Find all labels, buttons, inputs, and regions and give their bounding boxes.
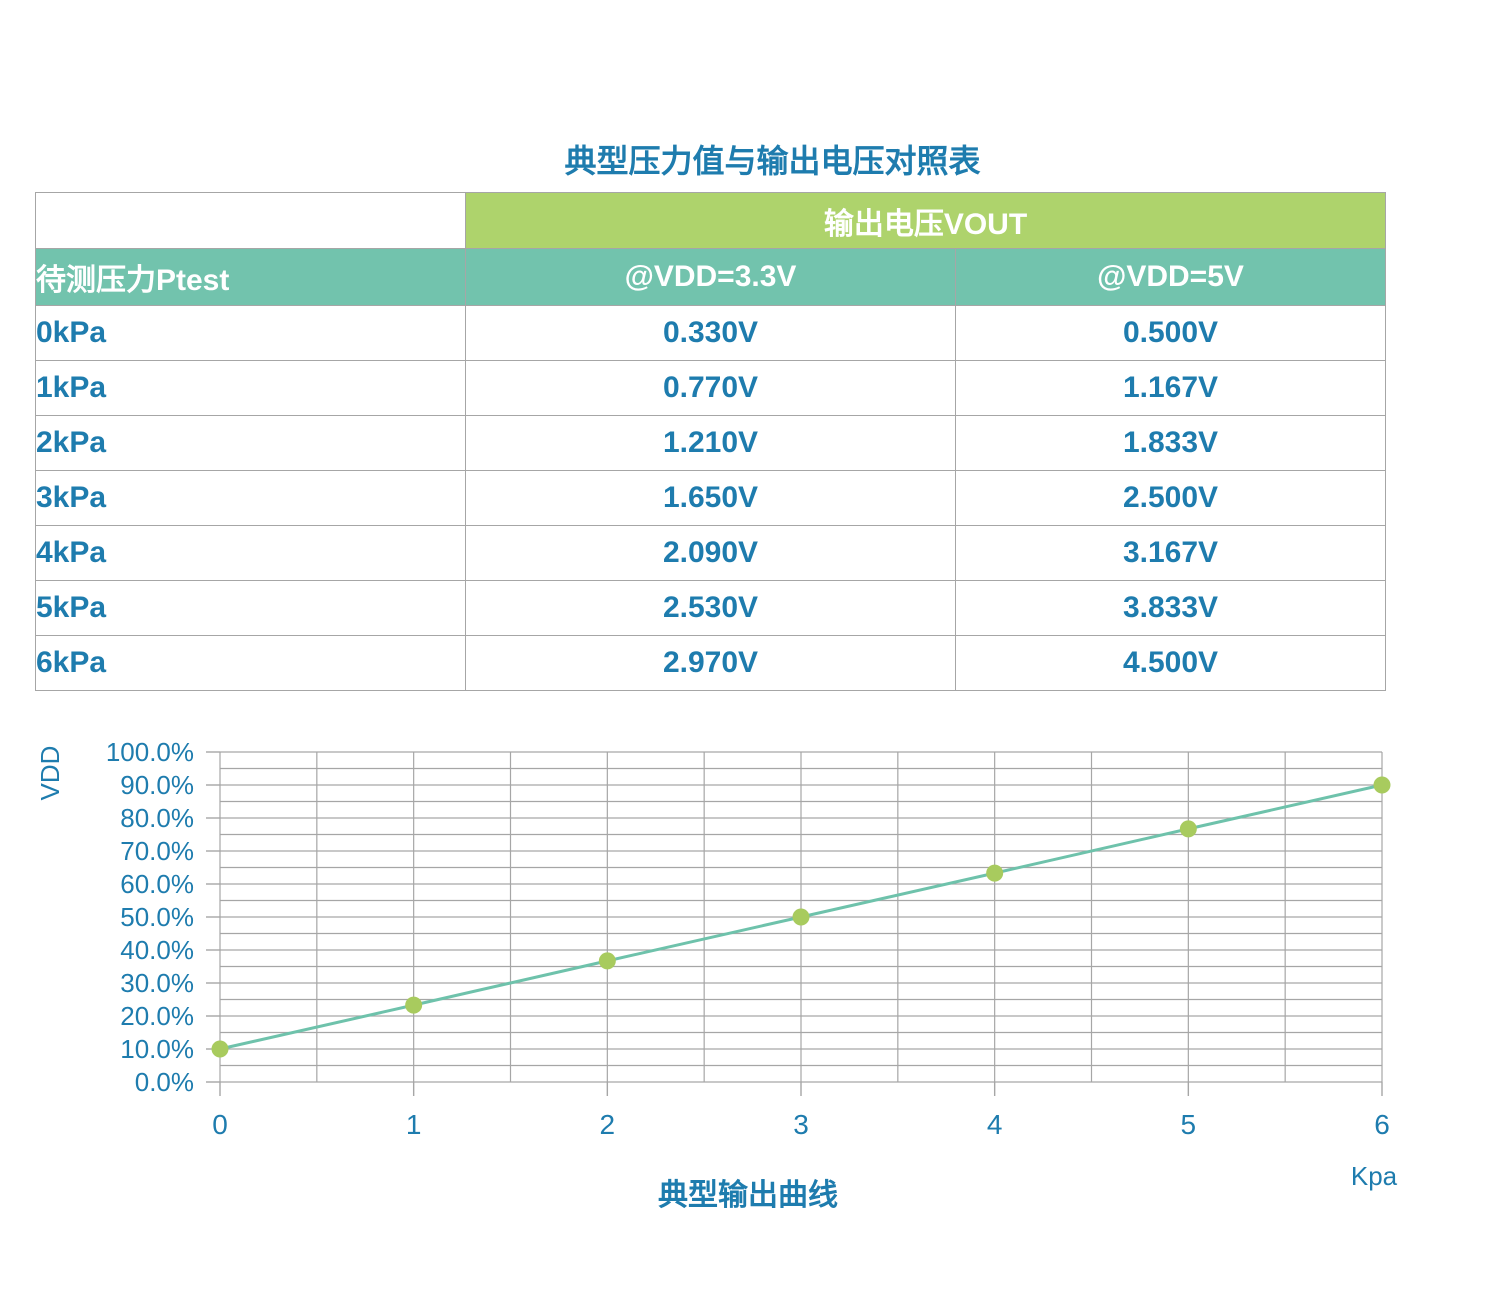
- vout-3v3-cell: 2.970V: [465, 635, 956, 691]
- x-tick-label: 3: [793, 1109, 809, 1140]
- table-row: 2kPa 1.210V 1.833V: [35, 415, 1386, 471]
- y-tick-label: 100.0%: [106, 737, 194, 767]
- vout-3v3-cell: 0.330V: [465, 305, 956, 361]
- y-tick-label: 0.0%: [135, 1067, 194, 1097]
- data-point-marker: [211, 1040, 229, 1058]
- y-tick-label: 40.0%: [120, 935, 194, 965]
- vout-5v-cell: 3.167V: [955, 525, 1386, 581]
- table-row: 6kPa 2.970V 4.500V: [35, 635, 1386, 691]
- y-axis-title: VDD: [35, 746, 65, 801]
- pressure-cell: 0kPa: [35, 305, 466, 361]
- vdd-5v-column-header: @VDD=5V: [955, 248, 1386, 306]
- data-point-marker: [598, 952, 616, 970]
- chart-axis-ticks: 0.0%10.0%20.0%30.0%40.0%50.0%60.0%70.0%8…: [106, 737, 1390, 1140]
- pressure-cell: 2kPa: [35, 415, 466, 471]
- table-row: 3kPa 1.650V 2.500V: [35, 470, 1386, 526]
- x-tick-label: 2: [600, 1109, 616, 1140]
- data-point-marker: [986, 864, 1004, 882]
- data-point-marker: [1179, 820, 1197, 838]
- vout-3v3-cell: 2.530V: [465, 580, 956, 636]
- vout-3v3-cell: 1.650V: [465, 470, 956, 526]
- chart-title: 典型输出曲线: [658, 1179, 838, 1212]
- y-tick-label: 20.0%: [120, 1001, 194, 1031]
- data-point-marker: [792, 908, 810, 926]
- pressure-cell: 1kPa: [35, 360, 466, 416]
- output-curve-chart: 0.0%10.0%20.0%30.0%40.0%50.0%60.0%70.0%8…: [35, 737, 1398, 1212]
- vout-5v-cell: 1.167V: [955, 360, 1386, 416]
- table-row: 5kPa 2.530V 3.833V: [35, 580, 1386, 636]
- x-axis-unit: Kpa: [1351, 1161, 1398, 1191]
- vout-5v-cell: 4.500V: [955, 635, 1386, 691]
- vout-3v3-cell: 0.770V: [465, 360, 956, 416]
- y-tick-label: 50.0%: [120, 902, 194, 932]
- pressure-cell: 4kPa: [35, 525, 466, 581]
- y-tick-label: 70.0%: [120, 836, 194, 866]
- x-tick-label: 6: [1374, 1109, 1390, 1140]
- vout-5v-cell: 3.833V: [955, 580, 1386, 636]
- vout-5v-cell: 1.833V: [955, 415, 1386, 471]
- pressure-voltage-table: 输出电压VOUT 待测压力Ptest @VDD=3.3V @VDD=5V 0kP…: [35, 192, 1386, 691]
- pressure-cell: 5kPa: [35, 580, 466, 636]
- x-tick-label: 5: [1181, 1109, 1197, 1140]
- x-tick-label: 4: [987, 1109, 1003, 1140]
- y-tick-label: 30.0%: [120, 968, 194, 998]
- x-tick-label: 0: [212, 1109, 228, 1140]
- x-tick-label: 1: [406, 1109, 422, 1140]
- y-tick-label: 80.0%: [120, 803, 194, 833]
- data-point-marker: [1373, 776, 1391, 794]
- y-tick-label: 90.0%: [120, 770, 194, 800]
- table-row: 4kPa 2.090V 3.167V: [35, 525, 1386, 581]
- pressure-column-header: 待测压力Ptest: [35, 248, 466, 306]
- table-row: 0kPa 0.330V 0.500V: [35, 305, 1386, 361]
- vout-5v-cell: 0.500V: [955, 305, 1386, 361]
- pressure-cell: 6kPa: [35, 635, 466, 691]
- vout-3v3-cell: 2.090V: [465, 525, 956, 581]
- chart-data-series: [211, 776, 1391, 1058]
- pressure-cell: 3kPa: [35, 470, 466, 526]
- y-tick-label: 60.0%: [120, 869, 194, 899]
- empty-corner-cell: [35, 192, 466, 249]
- vout-header: 输出电压VOUT: [465, 192, 1386, 249]
- vout-header-row: 输出电压VOUT: [35, 192, 1386, 249]
- page-title: 典型压力值与输出电压对照表: [564, 143, 981, 179]
- data-point-marker: [405, 996, 423, 1014]
- column-header-row: 待测压力Ptest @VDD=3.3V @VDD=5V: [35, 248, 1386, 306]
- vout-3v3-cell: 1.210V: [465, 415, 956, 471]
- vout-5v-cell: 2.500V: [955, 470, 1386, 526]
- y-tick-label: 10.0%: [120, 1034, 194, 1064]
- table-row: 1kPa 0.770V 1.167V: [35, 360, 1386, 416]
- vdd-3v3-column-header: @VDD=3.3V: [465, 248, 956, 306]
